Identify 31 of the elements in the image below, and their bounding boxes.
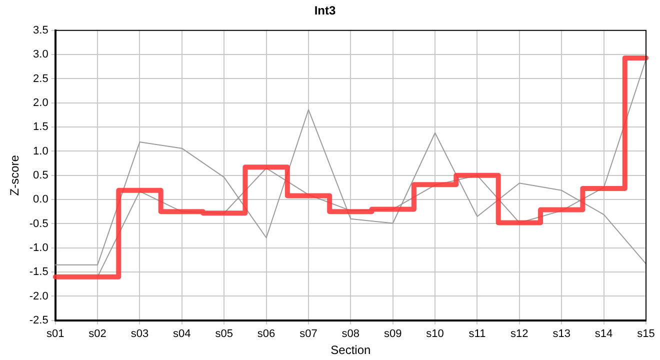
y-tick-label: 1.5 <box>33 121 48 134</box>
y-tick-label: -0.5 <box>29 218 48 230</box>
x-tick-label: s13 <box>552 328 570 340</box>
y-tick-label: -2.5 <box>29 314 48 326</box>
y-tick-label: 0.0 <box>33 194 48 206</box>
x-tick-label: s09 <box>384 328 402 340</box>
x-tick-label: s04 <box>173 328 191 340</box>
x-tick-label: s08 <box>342 328 360 340</box>
y-tick-label: -1.5 <box>29 266 48 278</box>
x-tick-label: s12 <box>510 328 528 340</box>
x-tick-label: s02 <box>88 328 106 340</box>
x-tick-label: s01 <box>46 328 64 340</box>
y-tick-label: 3.5 <box>33 24 48 36</box>
y-tick-label: 3.0 <box>33 48 48 61</box>
x-tick-label: s14 <box>594 328 613 340</box>
x-tick-label: s11 <box>468 328 486 340</box>
y-tick-label: 0.5 <box>33 169 48 182</box>
y-axis-title: Z-score <box>8 154 22 196</box>
x-tick-label: s03 <box>130 328 149 340</box>
y-tick-label: 1.0 <box>33 145 48 158</box>
x-tick-label: s15 <box>637 328 655 340</box>
x-axis-title: Section <box>330 343 371 358</box>
x-tick-label: s05 <box>215 328 233 340</box>
y-tick-label: -1.0 <box>29 242 48 254</box>
x-tick-label: s06 <box>257 328 276 340</box>
x-tick-label: s10 <box>426 328 444 340</box>
y-tick-label: -2.0 <box>29 290 48 302</box>
y-tick-label: 2.5 <box>33 72 48 85</box>
x-tick-label: s07 <box>300 328 318 340</box>
chart-title: Int3 <box>314 4 336 18</box>
y-tick-label: 2.0 <box>33 96 48 109</box>
